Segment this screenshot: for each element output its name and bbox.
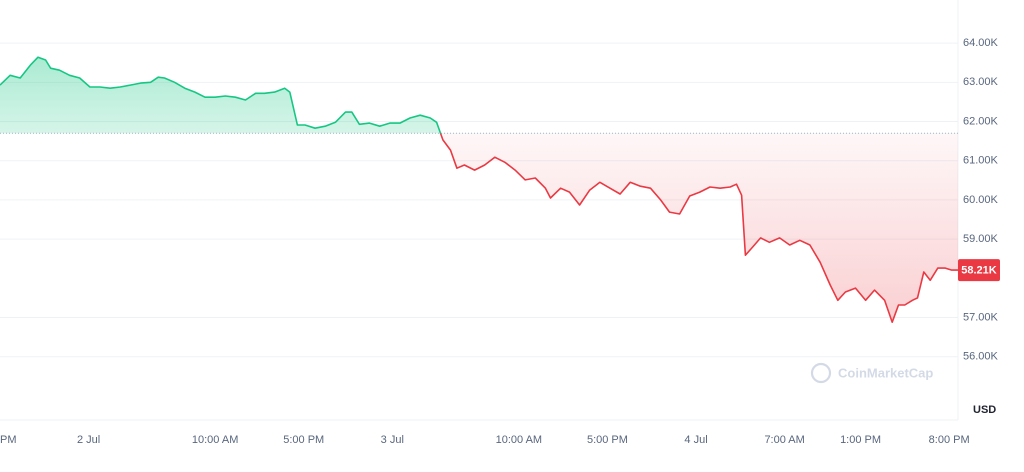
x-tick-label: 2 Jul (77, 434, 100, 446)
price-area (0, 57, 958, 323)
y-tick-label: 56.00K (963, 351, 999, 363)
price-line (0, 56, 958, 323)
last-price-label: 58.21K (961, 264, 997, 276)
y-tick-label: 63.00K (963, 76, 999, 88)
x-tick-label: 5:00 PM (587, 434, 628, 446)
x-tick-label: 7:00 AM (764, 434, 804, 446)
y-tick-label: 59.00K (963, 233, 999, 245)
y-tick-label: 60.00K (963, 194, 999, 206)
x-tick-label: 1:00 PM (840, 434, 881, 446)
x-tick-label: 8:00 PM (929, 434, 970, 446)
watermark-logo (810, 362, 832, 384)
watermark: CoinMarketCap (810, 362, 933, 384)
x-tick-label: 3 Jul (381, 434, 404, 446)
last-price-tag (958, 259, 1000, 282)
watermark-text: CoinMarketCap (838, 365, 933, 380)
y-tick-label: 61.00K (963, 155, 999, 167)
y-tick-label: 62.00K (963, 115, 999, 127)
x-tick-label: PM (0, 434, 17, 446)
y-tick-label: 64.00K (963, 37, 999, 49)
x-tick-label: 10:00 AM (496, 434, 542, 446)
x-tick-label: 10:00 AM (192, 434, 238, 446)
y-unit: USD (973, 404, 996, 416)
y-tick-label: 57.00K (963, 311, 999, 323)
x-tick-label: 4 Jul (684, 434, 707, 446)
x-tick-label: 5:00 PM (283, 434, 324, 446)
